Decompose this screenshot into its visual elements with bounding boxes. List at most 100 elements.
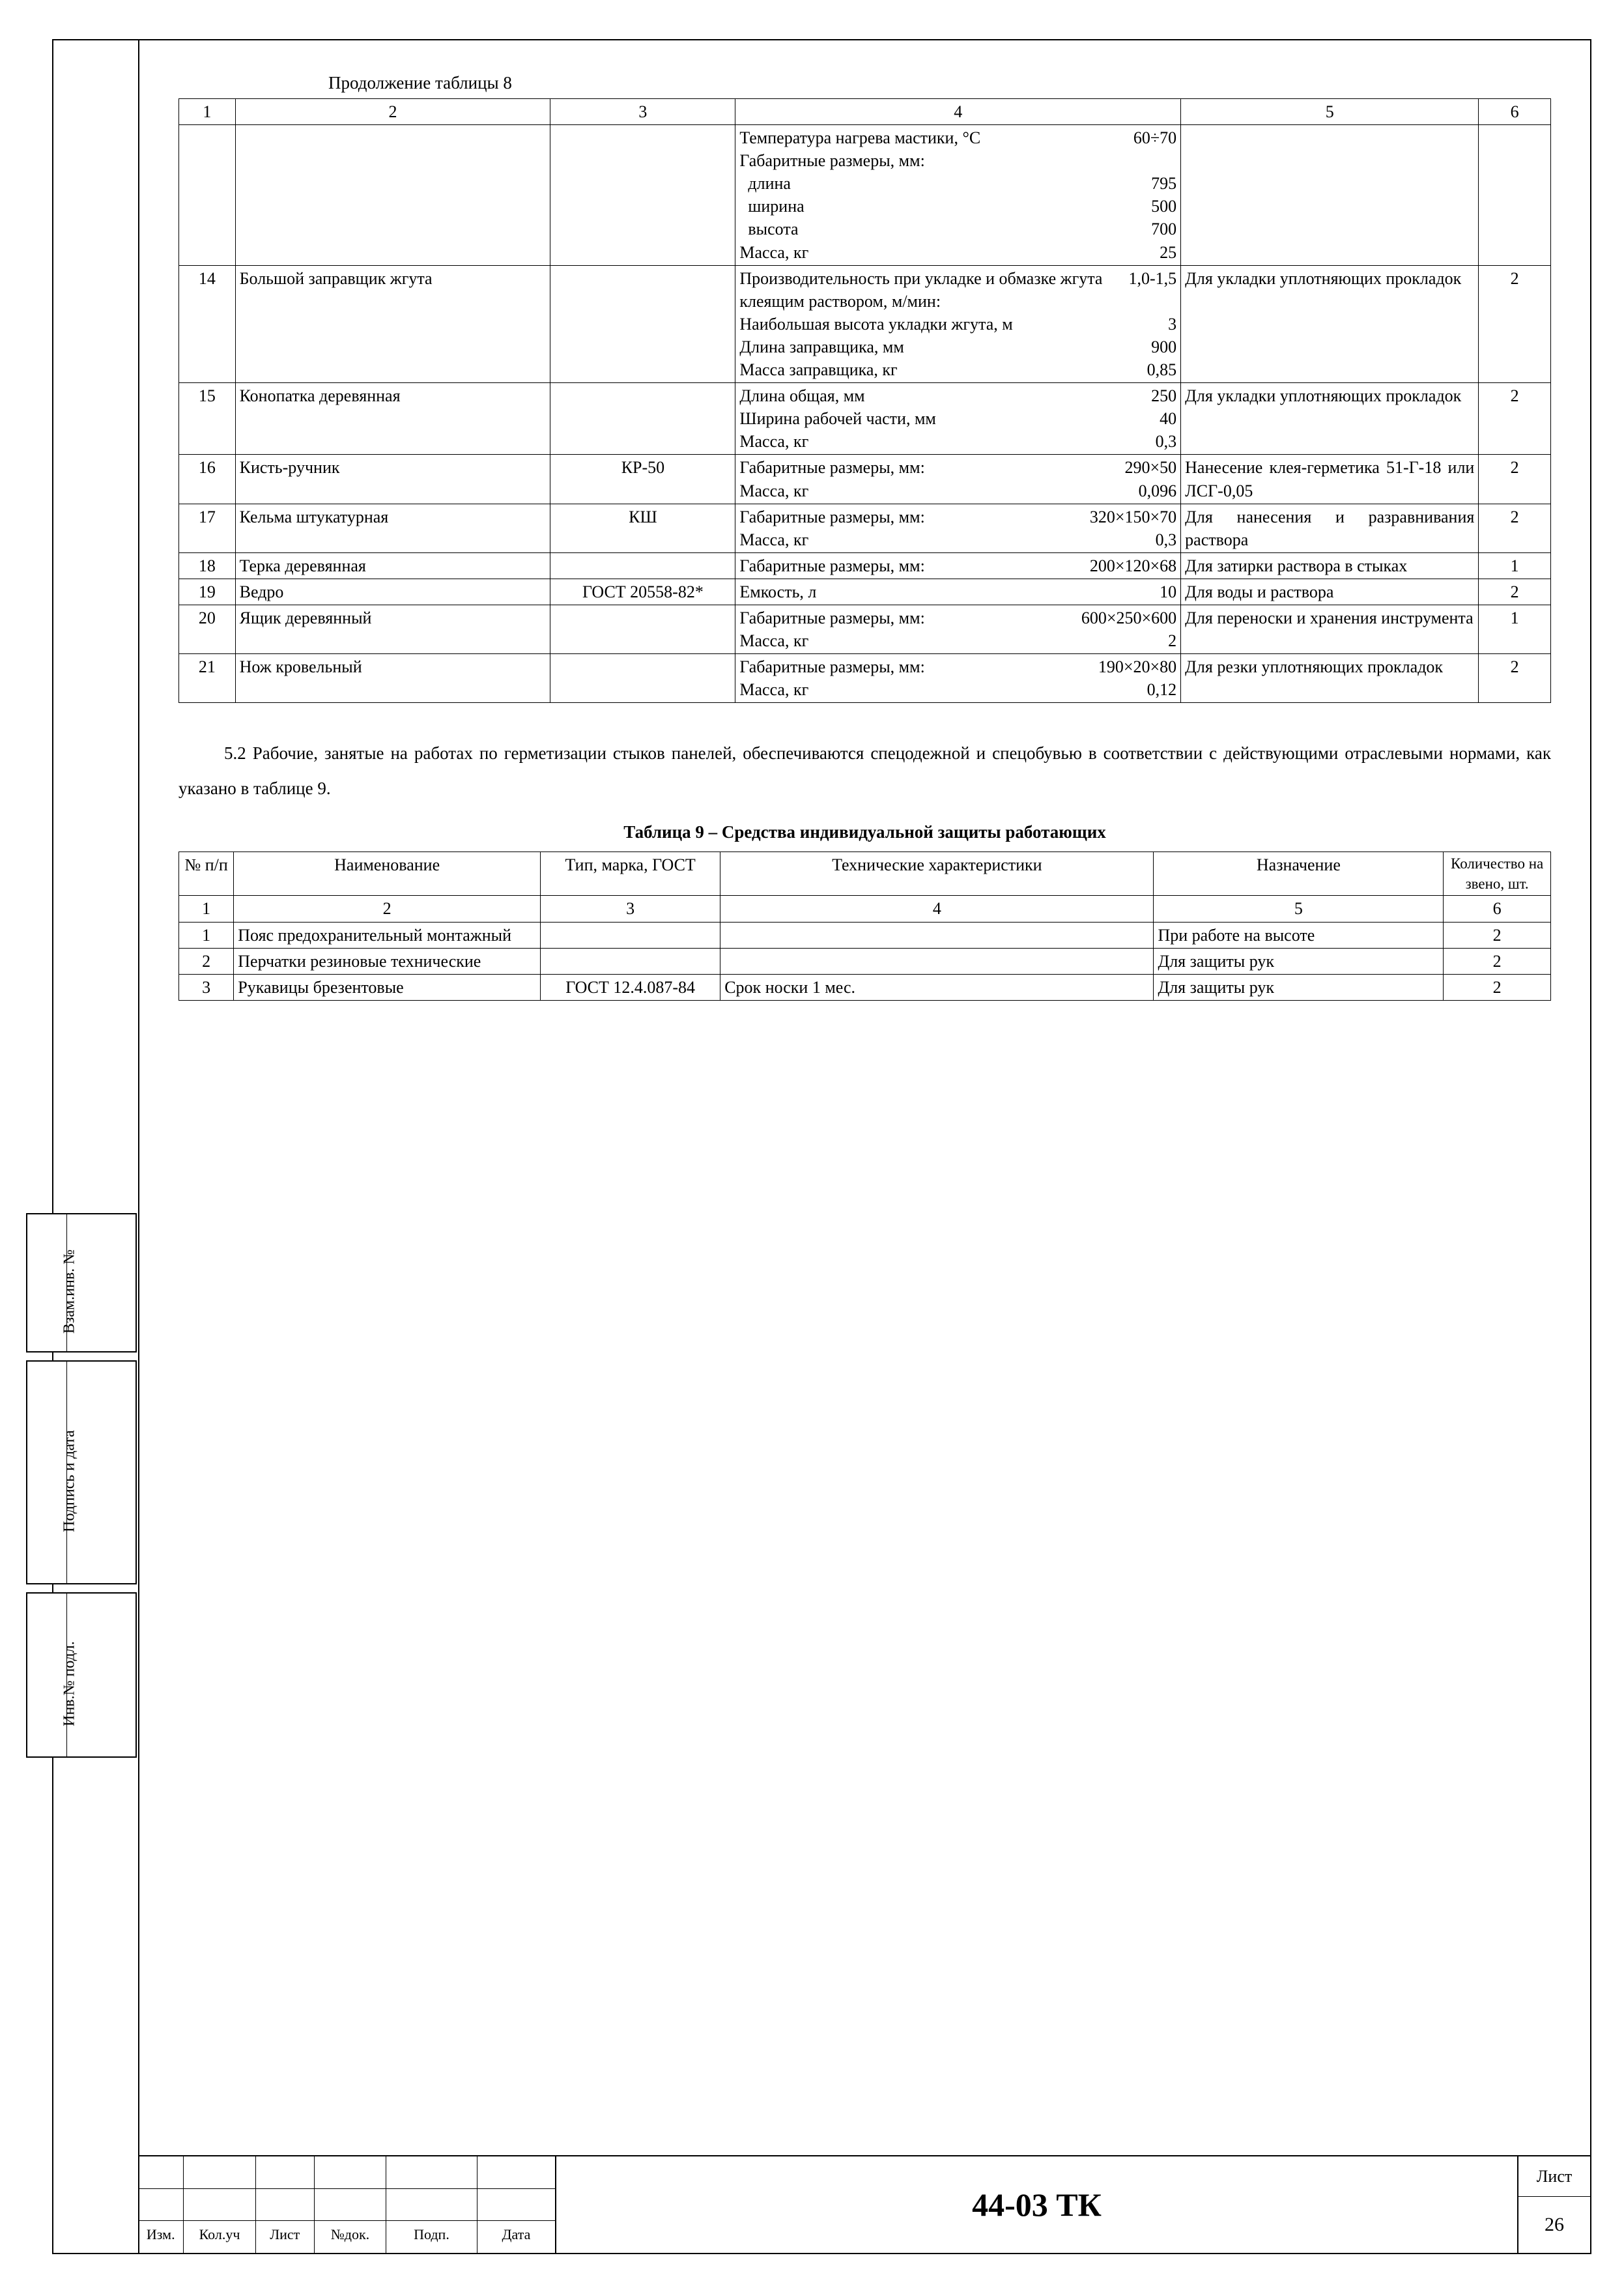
sheet-label: Лист <box>1518 2156 1590 2197</box>
table9-header-row: № п/п Наименование Тип, марка, ГОСТ Техн… <box>179 852 1551 896</box>
cell-purpose: Для защиты рук <box>1154 948 1444 974</box>
colnum: 5 <box>1181 99 1479 125</box>
cell-type <box>550 383 735 455</box>
cell-spec: Производительность при укладке и обмазке… <box>735 265 1181 382</box>
table-row: 15 Конопатка деревянная Длина общая, мм2… <box>179 383 1551 455</box>
cell-spec: Габаритные размеры, мм:320×150×70Масса, … <box>735 504 1181 552</box>
cell-n: 16 <box>179 455 236 504</box>
stamp-label: Взам.инв. № <box>61 1214 79 1370</box>
cell-n: 21 <box>179 654 236 703</box>
cell-qty: 2 <box>1444 948 1551 974</box>
colnum: 1 <box>179 99 236 125</box>
stamp-label: Подпись и дата <box>61 1403 79 1560</box>
table-row: 16 Кисть-ручник КР-50 Габаритные размеры… <box>179 455 1551 504</box>
cell-type <box>550 605 735 653</box>
colnum: 3 <box>550 99 735 125</box>
sheet-box: Лист 26 <box>1518 2156 1590 2253</box>
cell-purpose: Для укладки уплотняющих прокладок <box>1181 265 1479 382</box>
colnum: 3 <box>541 896 720 922</box>
cell-qty: 2 <box>1479 265 1551 382</box>
table-row: 19 Ведро ГОСТ 20558-82* Емкость, л10 Для… <box>179 579 1551 605</box>
cell-name: Терка деревянная <box>235 552 550 579</box>
cell-purpose: Для защиты рук <box>1154 974 1444 1000</box>
cell-name: Рукавицы брезентовые <box>234 974 541 1000</box>
cell-type <box>550 265 735 382</box>
cell-qty: 2 <box>1479 654 1551 703</box>
colnum: 2 <box>234 896 541 922</box>
cell-type: КР-50 <box>550 455 735 504</box>
side-stamps: Взам.инв. № Подпись и дата Инв.№ подл. <box>26 1213 137 1766</box>
stamp-inv-podl: Инв.№ подл. <box>26 1592 137 1758</box>
cell-name: Ящик деревянный <box>235 605 550 653</box>
cell-qty: 2 <box>1444 922 1551 948</box>
colnum: 6 <box>1479 99 1551 125</box>
cell-spec: Габаритные размеры, мм:600×250×600Масса,… <box>735 605 1181 653</box>
cell-purpose: Для затирки раствора в стыках <box>1181 552 1479 579</box>
cell-name: Пояс предохранительный монтажный <box>234 922 541 948</box>
cell-purpose: Для переноски и хранения инструмента <box>1181 605 1479 653</box>
cell-qty: 2 <box>1444 974 1551 1000</box>
title-block: Изм. Кол.уч Лист №док. Подп. Дата 44-03 … <box>138 2155 1590 2253</box>
table-row: 18 Терка деревянная Габаритные размеры, … <box>179 552 1551 579</box>
cell-spec <box>720 948 1154 974</box>
cell-purpose: Для резки уплотняющих прокладок <box>1181 654 1479 703</box>
cell-name: Ведро <box>235 579 550 605</box>
doc-code: 44-03 ТК <box>556 2156 1518 2253</box>
table-row: 2 Перчатки резиновые технические Для защ… <box>179 948 1551 974</box>
cell-spec: Габаритные размеры, мм:200×120×68 <box>735 552 1181 579</box>
cell-name: Перчатки резиновые технические <box>234 948 541 974</box>
th: Количество на звено, шт. <box>1444 852 1551 896</box>
cell-name: Кельма штукатурная <box>235 504 550 552</box>
tb-label: Дата <box>477 2221 555 2253</box>
table-row: Температура нагрева мастики, °С60÷70Габа… <box>179 125 1551 266</box>
colnum: 6 <box>1444 896 1551 922</box>
colnum: 2 <box>235 99 550 125</box>
th: Тип, марка, ГОСТ <box>541 852 720 896</box>
cell-n: 18 <box>179 552 236 579</box>
cell-qty: 2 <box>1479 504 1551 552</box>
th: № п/п <box>179 852 234 896</box>
cell-spec: Срок носки 1 мес. <box>720 974 1154 1000</box>
table-row: 20 Ящик деревянный Габаритные размеры, м… <box>179 605 1551 653</box>
spec-cell: Температура нагрева мастики, °С60÷70Габа… <box>735 125 1181 266</box>
cell-spec: Емкость, л10 <box>735 579 1181 605</box>
cell-qty: 1 <box>1479 552 1551 579</box>
colnum: 4 <box>720 896 1154 922</box>
cell-name: Большой заправщик жгута <box>235 265 550 382</box>
cell-qty: 2 <box>1479 455 1551 504</box>
cell-n: 15 <box>179 383 236 455</box>
cell-name: Нож кровельный <box>235 654 550 703</box>
cell-type <box>550 654 735 703</box>
cell-n: 1 <box>179 922 234 948</box>
cell-qty: 2 <box>1479 383 1551 455</box>
cell-qty: 1 <box>1479 605 1551 653</box>
table-row: 21 Нож кровельный Габаритные размеры, мм… <box>179 654 1551 703</box>
colnum: 4 <box>735 99 1181 125</box>
cell-name: Конопатка деревянная <box>235 383 550 455</box>
stamp-vzam-inv: Взам.инв. № <box>26 1213 137 1353</box>
cell-n: 2 <box>179 948 234 974</box>
colnum: 1 <box>179 896 234 922</box>
cell-spec: Габаритные размеры, мм:290×50Масса, кг0,… <box>735 455 1181 504</box>
cell-type: ГОСТ 12.4.087-84 <box>541 974 720 1000</box>
cell-purpose: Нанесение клея-герметика 51-Г-18 или ЛСГ… <box>1181 455 1479 504</box>
table8-colnum-row: 1 2 3 4 5 6 <box>179 99 1551 125</box>
cell-spec: Габаритные размеры, мм:190×20×80Масса, к… <box>735 654 1181 703</box>
table9: № п/п Наименование Тип, марка, ГОСТ Техн… <box>178 852 1551 1000</box>
tb-label: Подп. <box>386 2221 477 2253</box>
table-row: 3 Рукавицы брезентовые ГОСТ 12.4.087-84 … <box>179 974 1551 1000</box>
colnum: 5 <box>1154 896 1444 922</box>
table8-caption: Продолжение таблицы 8 <box>328 73 1551 93</box>
cell-purpose: Для укладки уплотняющих прокладок <box>1181 383 1479 455</box>
cell-type: ГОСТ 20558-82* <box>550 579 735 605</box>
cell-n: 20 <box>179 605 236 653</box>
tb-label: Кол.уч <box>184 2221 255 2253</box>
th: Технические характеристики <box>720 852 1154 896</box>
table-row: 17 Кельма штукатурная КШ Габаритные разм… <box>179 504 1551 552</box>
cell-purpose: При работе на высоте <box>1154 922 1444 948</box>
cell-n: 14 <box>179 265 236 382</box>
th: Наименование <box>234 852 541 896</box>
cell-type <box>541 922 720 948</box>
cell-purpose: Для воды и раствора <box>1181 579 1479 605</box>
stamp-label: Инв.№ подл. <box>61 1606 79 1762</box>
